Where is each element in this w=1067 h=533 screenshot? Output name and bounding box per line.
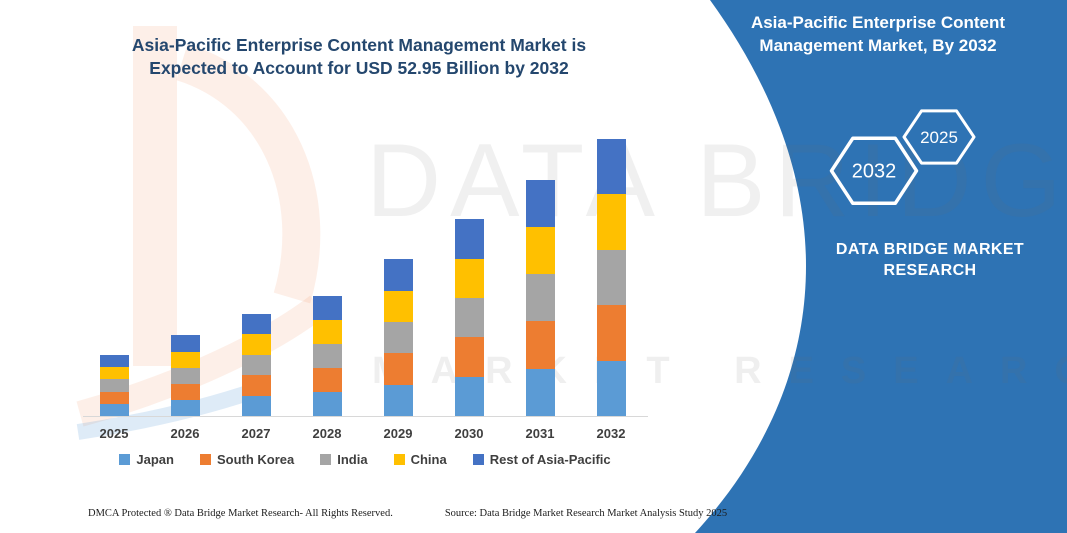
bar-segment-japan bbox=[596, 360, 626, 416]
legend-item-rest-of-asia-pacific: Rest of Asia-Pacific bbox=[472, 452, 611, 467]
x-label-2028: 2028 bbox=[312, 426, 342, 441]
x-label-2032: 2032 bbox=[596, 426, 626, 441]
bar-segment-rest-of-asia-pacific bbox=[596, 139, 626, 195]
x-axis-labels: 2025 2026 2027 2028 2029 2030 2031 2032 bbox=[85, 426, 645, 444]
bar-segment-india bbox=[170, 367, 200, 384]
bar-segment-china bbox=[383, 290, 413, 322]
bar-segment-south-korea bbox=[241, 375, 271, 396]
legend-label: Rest of Asia-Pacific bbox=[489, 452, 611, 467]
bar-segment-south-korea bbox=[454, 337, 484, 377]
bar-2026 bbox=[170, 335, 200, 416]
bar-segment-japan bbox=[454, 376, 484, 416]
x-label-2031: 2031 bbox=[525, 426, 555, 441]
bar-segment-china bbox=[596, 194, 626, 250]
watermark-marketresearch: MARKET RESEARCH bbox=[372, 350, 1067, 392]
side-panel-title: Asia-Pacific Enterprise Content Manageme… bbox=[737, 12, 1019, 58]
bar-segment-rest-of-asia-pacific bbox=[170, 335, 200, 352]
legend-label: South Korea bbox=[216, 452, 295, 467]
bar-segment-south-korea bbox=[525, 321, 555, 369]
bar-segment-india bbox=[241, 354, 271, 376]
hexagon-2025 bbox=[902, 109, 976, 165]
bar-segment-japan bbox=[99, 403, 129, 416]
bar-segment-china bbox=[99, 367, 129, 380]
bar-segment-india bbox=[312, 343, 342, 368]
bar-segment-south-korea bbox=[170, 383, 200, 400]
x-axis-line bbox=[83, 416, 648, 417]
bar-2027 bbox=[241, 314, 271, 416]
legend-item-south-korea: South Korea bbox=[199, 452, 295, 467]
hexagon-2025-label: 2025 bbox=[920, 128, 958, 147]
bar-segment-china bbox=[170, 351, 200, 368]
x-label-2026: 2026 bbox=[170, 426, 200, 441]
hexagon-2032 bbox=[829, 136, 919, 206]
bar-segment-rest-of-asia-pacific bbox=[383, 259, 413, 291]
bar-segment-japan bbox=[170, 399, 200, 416]
side-panel-title-line1: Asia-Pacific Enterprise Content bbox=[750, 13, 1006, 32]
year-hexagons: 2032 2025 bbox=[829, 109, 976, 206]
chart-title: Asia-Pacific Enterprise Content Manageme… bbox=[85, 34, 633, 80]
bar-segment-south-korea bbox=[596, 305, 626, 361]
bar-segment-china bbox=[454, 258, 484, 299]
bar-segment-rest-of-asia-pacific bbox=[99, 354, 129, 368]
legend-swatch bbox=[320, 454, 332, 465]
side-panel-shape bbox=[695, 0, 1067, 533]
legend-item-japan: Japan bbox=[119, 452, 174, 467]
brand-text: DATA BRIDGE MARKET RESEARCH bbox=[820, 240, 1040, 282]
legend-swatch bbox=[199, 454, 211, 465]
bar-segment-india bbox=[525, 274, 555, 322]
side-panel-title-line2: Management Market, By 2032 bbox=[759, 35, 997, 55]
footer-dmca-text: DMCA Protected ® Data Bridge Market Rese… bbox=[88, 508, 393, 519]
bar-segment-rest-of-asia-pacific bbox=[454, 219, 484, 259]
bar-segment-china bbox=[312, 319, 342, 344]
footer: DMCA Protected ® Data Bridge Market Rese… bbox=[88, 508, 727, 519]
bar-segment-rest-of-asia-pacific bbox=[312, 295, 342, 320]
legend-label: India bbox=[337, 452, 368, 467]
x-label-2027: 2027 bbox=[241, 426, 271, 441]
bar-2029 bbox=[383, 259, 413, 416]
legend-label: Japan bbox=[136, 452, 174, 467]
bar-2030 bbox=[454, 219, 484, 416]
legend-swatch bbox=[393, 454, 405, 465]
bar-2025 bbox=[99, 354, 129, 416]
brand-text-line1: DATA BRIDGE MARKET bbox=[835, 241, 1025, 258]
bar-segment-china bbox=[525, 226, 555, 275]
chart-title-line1: Asia-Pacific Enterprise Content Manageme… bbox=[131, 35, 587, 55]
x-label-2029: 2029 bbox=[383, 426, 413, 441]
bar-segment-india bbox=[383, 321, 413, 354]
bar-segment-india bbox=[596, 249, 626, 306]
bar-segment-japan bbox=[241, 395, 271, 416]
bar-segment-china bbox=[241, 334, 271, 355]
plot-area bbox=[85, 126, 645, 416]
legend: Japan South Korea India China Rest of Asia-P… bbox=[85, 452, 645, 467]
legend-label: China bbox=[410, 452, 447, 467]
brand-text-line2: RESEARCH bbox=[883, 261, 977, 279]
legend-item-china: China bbox=[393, 452, 447, 467]
legend-swatch bbox=[119, 454, 131, 465]
x-label-2030: 2030 bbox=[454, 426, 484, 441]
chart-title-line2: Expected to Account for USD 52.95 Billio… bbox=[149, 58, 569, 79]
hexagon-2032-label: 2032 bbox=[852, 161, 897, 183]
bar-segment-rest-of-asia-pacific bbox=[241, 314, 271, 335]
legend-swatch bbox=[472, 454, 484, 465]
bar-segment-india bbox=[454, 298, 484, 338]
bar-segment-japan bbox=[525, 368, 555, 416]
bar-segment-japan bbox=[383, 384, 413, 416]
bar-segment-rest-of-asia-pacific bbox=[525, 179, 555, 227]
legend-item-india: India bbox=[320, 452, 368, 467]
x-label-2025: 2025 bbox=[99, 426, 129, 441]
bar-2028 bbox=[312, 295, 342, 416]
bar-segment-south-korea bbox=[99, 391, 129, 404]
footer-source-text: Source: Data Bridge Market Research Mark… bbox=[444, 508, 728, 519]
bar-segment-south-korea bbox=[383, 353, 413, 385]
bar-2032 bbox=[596, 139, 626, 416]
bar-2031 bbox=[525, 179, 555, 416]
bar-segment-japan bbox=[312, 391, 342, 416]
bar-segment-south-korea bbox=[312, 367, 342, 392]
bar-segment-india bbox=[99, 379, 129, 392]
